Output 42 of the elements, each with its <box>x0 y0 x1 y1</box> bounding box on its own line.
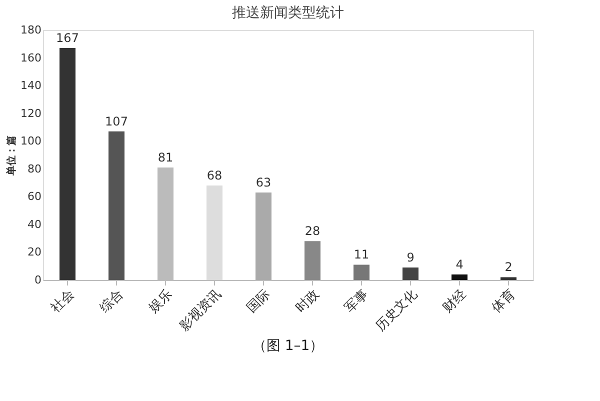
x-tick-label: 时政 <box>293 286 322 316</box>
data-label: 2 <box>504 260 512 274</box>
x-tick-label: 体育 <box>488 286 518 316</box>
x-tick-label: 综合 <box>97 286 126 316</box>
x-tick-label: 社会 <box>48 286 78 316</box>
data-label: 9 <box>406 250 414 264</box>
y-tick-label: 40 <box>28 218 42 231</box>
data-label: 107 <box>105 114 128 128</box>
data-label: 4 <box>456 257 464 272</box>
x-tick-label: 历史文化 <box>373 286 420 334</box>
x-tick-label: 影视资讯 <box>177 286 224 334</box>
y-tick-label: 140 <box>20 79 42 92</box>
bar <box>402 268 418 280</box>
chart-title: 推送新闻类型统计 <box>232 5 344 21</box>
data-label: 63 <box>256 176 272 190</box>
y-tick-label: 180 <box>20 24 42 36</box>
text: （图 1–1） <box>252 338 324 354</box>
bar <box>206 186 222 280</box>
data-label: 11 <box>354 248 370 262</box>
bar <box>256 192 272 280</box>
y-tick-label: 100 <box>20 134 42 148</box>
data-label: 167 <box>56 31 79 46</box>
y-tick-label: 60 <box>28 190 42 204</box>
y-tick-label: 0 <box>34 274 42 286</box>
bar <box>60 48 76 280</box>
x-tick-label: 国际 <box>244 286 274 316</box>
x-tick-label: 军事 <box>342 286 372 316</box>
bar <box>452 274 468 280</box>
data-label: 81 <box>158 150 174 164</box>
y-tick-label: 80 <box>28 162 42 176</box>
y-axis-title: 单位：篇 <box>6 136 18 176</box>
bar <box>108 131 124 280</box>
bar <box>354 264 370 280</box>
y-tick-label: 20 <box>28 246 42 259</box>
x-tick-label: 娱乐 <box>146 286 176 316</box>
bar <box>304 241 320 280</box>
data-label: 68 <box>206 168 222 183</box>
y-tick-label: 120 <box>20 106 42 120</box>
x-tick-label: 财经 <box>440 286 470 316</box>
y-tick-label: 160 <box>20 51 42 64</box>
data-label: 28 <box>304 224 320 238</box>
bar <box>500 277 516 280</box>
